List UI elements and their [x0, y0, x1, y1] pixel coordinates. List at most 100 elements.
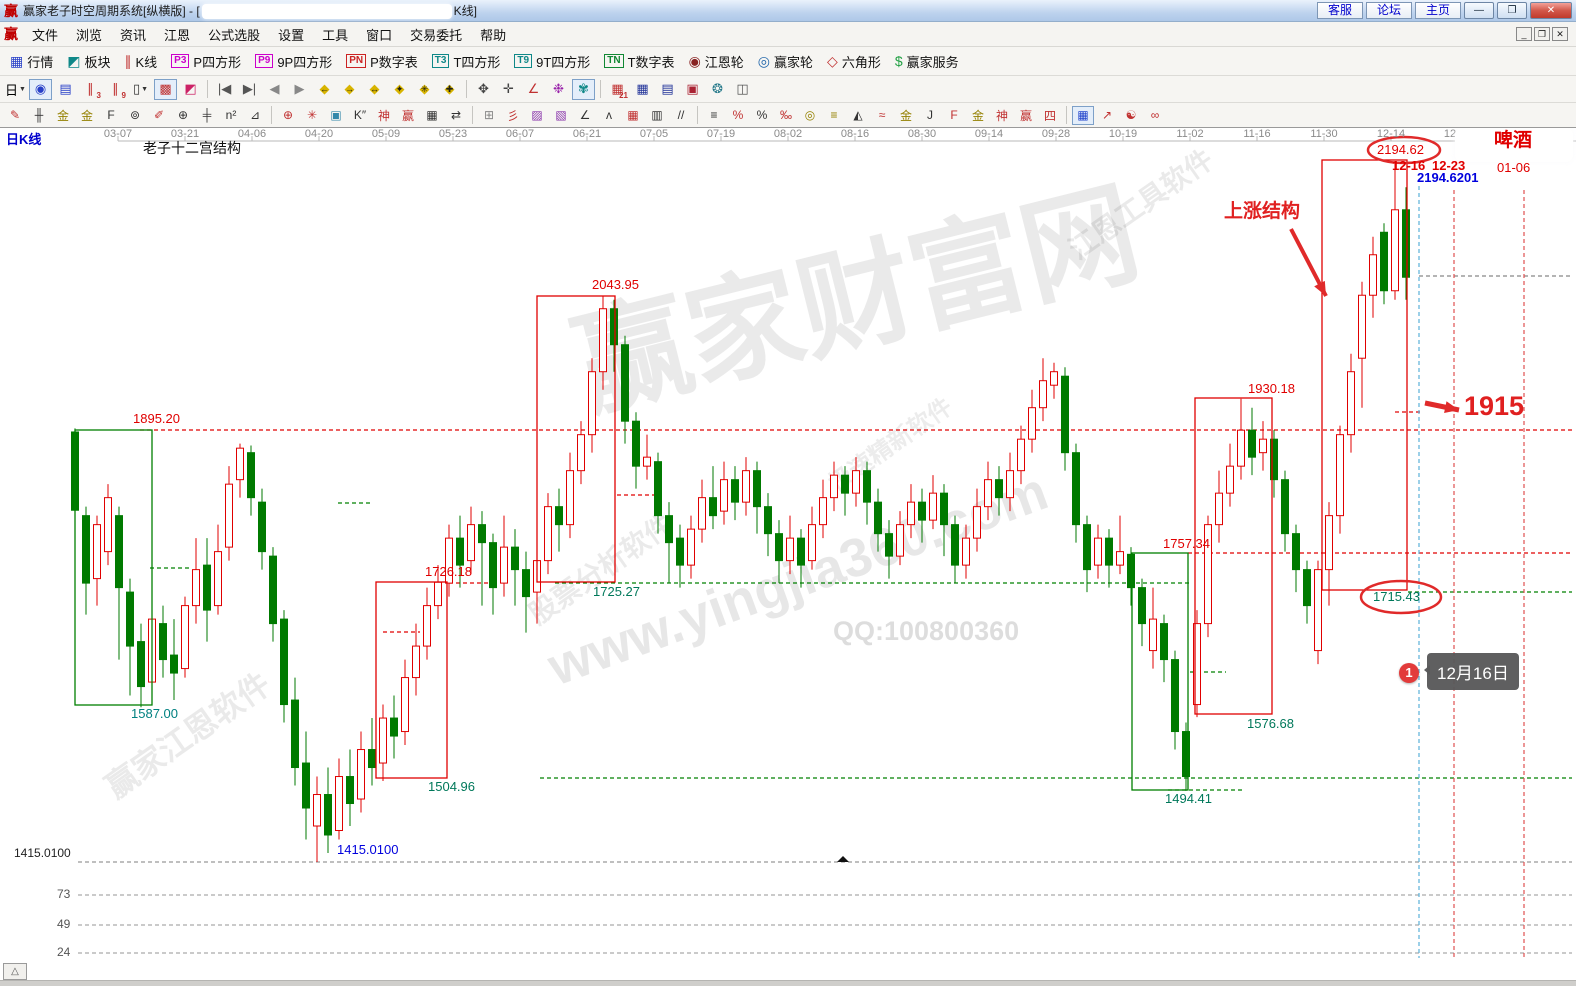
menu-item-4[interactable]: 公式选股 — [208, 27, 261, 43]
diamond-star-icon[interactable]: ◆ ✦ — [394, 81, 405, 96]
toolbar-kline[interactable]: ∥ K线 — [124, 53, 158, 70]
square-grid-icon[interactable]: ▣ — [325, 106, 347, 125]
menu-item-6[interactable]: 工具 — [322, 27, 349, 43]
toolbar-p-table[interactable]: PN P数字表 — [339, 50, 425, 73]
period-day-dropdown[interactable]: 日 ▼ — [4, 79, 27, 100]
toolbar-hexagon[interactable]: ◇ 六角形 — [827, 53, 881, 70]
gold-band-icon[interactable]: 金 — [895, 106, 917, 125]
menu-item-3[interactable]: 江恩 — [164, 27, 191, 43]
circle-cross-icon[interactable]: ⊕ — [277, 106, 299, 125]
go-last-icon[interactable]: ▶| — [238, 79, 261, 100]
n-square-icon[interactable]: n² — [220, 106, 242, 125]
kline-count-9-icon[interactable]: ∥ 9 — [112, 81, 126, 100]
toolbar-p-square[interactable]: P3 P四方形 — [164, 50, 248, 73]
infinity-icon[interactable]: ∞ — [1144, 106, 1166, 125]
price-mark-icon[interactable]: ◭ — [847, 106, 869, 125]
calendar-icon[interactable]: ▦ 21 — [611, 81, 628, 100]
price-scale-icon[interactable]: ≡ — [703, 106, 725, 125]
smart-analysis-icon[interactable]: ✾ — [572, 78, 595, 100]
window-close-button[interactable]: ✕ — [1530, 2, 1572, 19]
notes-icon[interactable]: ▤ — [656, 79, 679, 100]
toolbar-winner-service[interactable]: $ 赢家服务 — [894, 53, 959, 70]
ying-grid-icon[interactable]: 赢 — [397, 106, 419, 125]
taiji-icon[interactable]: ☯ — [1120, 106, 1142, 125]
draw-pen-icon[interactable]: ✎ — [4, 106, 26, 125]
menu-item-0[interactable]: 文件 — [32, 27, 59, 43]
child-restore-button[interactable]: ❐ — [1534, 27, 1550, 41]
toolbar-sectors[interactable]: ◩ 板块 — [67, 53, 111, 70]
print-icon[interactable]: ◫ — [731, 79, 754, 100]
pan-hand-icon[interactable]: ✥ — [472, 79, 495, 100]
structure-paint-icon[interactable]: ▩ — [154, 78, 177, 100]
candle-style-dropdown[interactable]: ▯ ▼ — [132, 81, 149, 96]
width-arrows-icon[interactable]: ⇄ — [445, 106, 467, 125]
subpanel-expand-button[interactable]: △ — [3, 963, 27, 980]
menu-item-9[interactable]: 帮助 — [480, 27, 507, 43]
gann-box-icon[interactable]: ⊞ — [478, 106, 500, 125]
diamond-burst-icon[interactable]: ◆ ✳ — [419, 81, 430, 96]
red-grid-icon[interactable]: ▦ — [622, 106, 644, 125]
spiral-icon[interactable]: ◉ — [29, 78, 52, 100]
percent-icon[interactable]: % — [751, 106, 773, 125]
gold-angle-icon[interactable]: 金 — [967, 106, 989, 125]
toolbar-winner-wheel[interactable]: ◎ 赢家轮 — [757, 53, 814, 70]
percent-retrace-icon[interactable]: % — [727, 106, 749, 125]
gold-lines-icon[interactable]: ≡ — [823, 106, 845, 125]
dense-grid-icon[interactable]: ▦ — [421, 106, 443, 125]
toolbar-9t-square[interactable]: T9 9T四方形 — [507, 50, 597, 73]
angle-measure-icon[interactable]: ∠ — [522, 79, 545, 100]
spiral-tool-icon[interactable]: ⊚ — [124, 106, 146, 125]
toolbar-gann-wheel[interactable]: ◉ 江恩轮 — [688, 53, 744, 70]
kline-count-3-icon[interactable]: ∥ 3 — [87, 81, 101, 100]
menu-item-2[interactable]: 资讯 — [120, 27, 147, 43]
zigzag-icon[interactable]: ʌ — [598, 106, 620, 125]
event-badge[interactable]: 1 — [1399, 663, 1419, 683]
fan-box-icon[interactable]: ▨ — [526, 106, 548, 125]
permille-icon[interactable]: ‰ — [775, 106, 797, 125]
next-page-icon[interactable]: ▶ — [288, 79, 311, 100]
trend-angle-icon[interactable]: ∠ — [574, 106, 596, 125]
gold-circle-icon[interactable]: ◎ — [799, 106, 821, 125]
toolbar-9p-square[interactable]: P9 9P四方形 — [248, 50, 339, 73]
toolbar-quotes[interactable]: ▦ 行情 — [10, 53, 54, 70]
pen2-icon[interactable]: ✐ — [148, 106, 170, 125]
gann-tools-icon[interactable]: ❉ — [547, 79, 570, 100]
hash-grid-icon[interactable]: ╪ — [196, 106, 218, 125]
diamond-right-icon[interactable]: ◆ → — [344, 81, 355, 96]
menu-item-7[interactable]: 窗口 — [366, 27, 393, 43]
crosshair-icon[interactable]: ✛ — [497, 79, 520, 100]
go-first-icon[interactable]: |◀ — [213, 79, 236, 100]
diamond-plus-icon[interactable]: ◆ ✚ — [444, 81, 455, 96]
volume-flag-icon[interactable]: ◩ — [179, 79, 202, 100]
child-minimize-button[interactable]: _ — [1516, 27, 1532, 41]
si-angle-icon[interactable]: 四 — [1039, 106, 1061, 125]
f-grid-icon[interactable]: F — [100, 106, 122, 125]
save-icon[interactable]: ▣ — [681, 79, 704, 100]
diamond-left-icon[interactable]: ◆ ← — [319, 81, 330, 96]
wave-band-icon[interactable]: ≈ — [871, 106, 893, 125]
diamond-hswap-icon[interactable]: ◆ ↔ — [369, 81, 380, 96]
titlebar-button-2[interactable]: 主页 — [1415, 2, 1461, 19]
data-download-icon[interactable]: ❂ — [706, 79, 729, 100]
angle-draw-icon[interactable]: ⊿ — [244, 106, 266, 125]
star-grid-icon[interactable]: ✳ — [301, 106, 323, 125]
titlebar-button-0[interactable]: 客服 — [1317, 2, 1363, 19]
gold-grid-large-icon[interactable]: 金 — [76, 106, 98, 125]
chart-mode-icon[interactable]: ↗ — [1096, 106, 1118, 125]
grid-display-icon[interactable]: ▦ — [1072, 105, 1094, 125]
menu-item-1[interactable]: 浏览 — [76, 27, 103, 43]
menu-item-5[interactable]: 设置 — [278, 27, 305, 43]
toolbar-t-table[interactable]: TN T数字表 — [597, 50, 681, 73]
f-angle-icon[interactable]: F — [943, 106, 965, 125]
gold-grid-small-icon[interactable]: 金 — [52, 106, 74, 125]
child-close-button[interactable]: ✕ — [1552, 27, 1568, 41]
shen-grid-icon[interactable]: 神 — [373, 106, 395, 125]
ying-angle-icon[interactable]: 赢 — [1015, 106, 1037, 125]
shen-angle-icon[interactable]: 神 — [991, 106, 1013, 125]
calculator-icon[interactable]: ▦ — [631, 79, 654, 100]
fan-square-icon[interactable]: ▧ — [550, 106, 572, 125]
j-angle-icon[interactable]: J — [919, 106, 941, 125]
parallel-lines-icon[interactable]: // — [670, 106, 692, 125]
window-minimize-button[interactable]: — — [1464, 2, 1494, 19]
